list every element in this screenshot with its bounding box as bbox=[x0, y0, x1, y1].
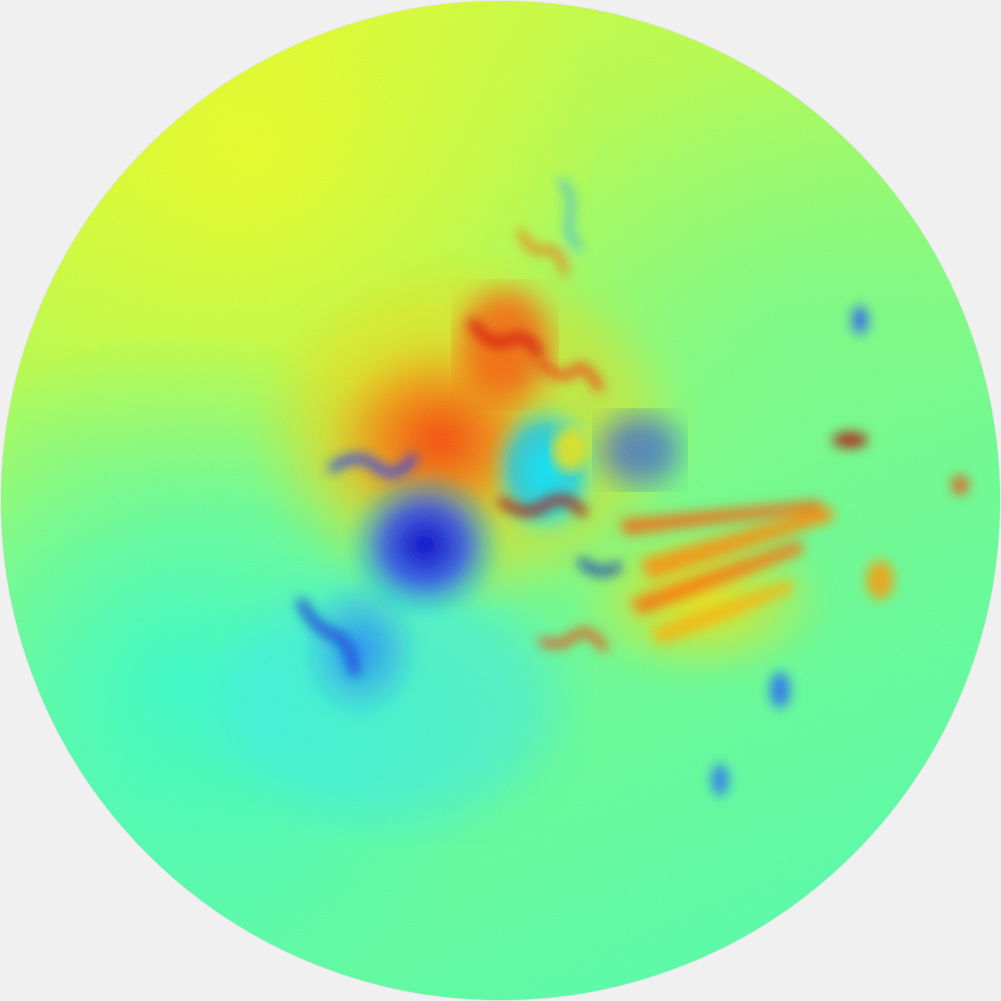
noise-grain-overlay bbox=[0, 0, 1001, 1001]
radial-colormap-disc bbox=[0, 0, 1001, 1001]
image-canvas bbox=[0, 0, 1001, 1001]
disc-contents bbox=[0, 0, 1001, 1001]
